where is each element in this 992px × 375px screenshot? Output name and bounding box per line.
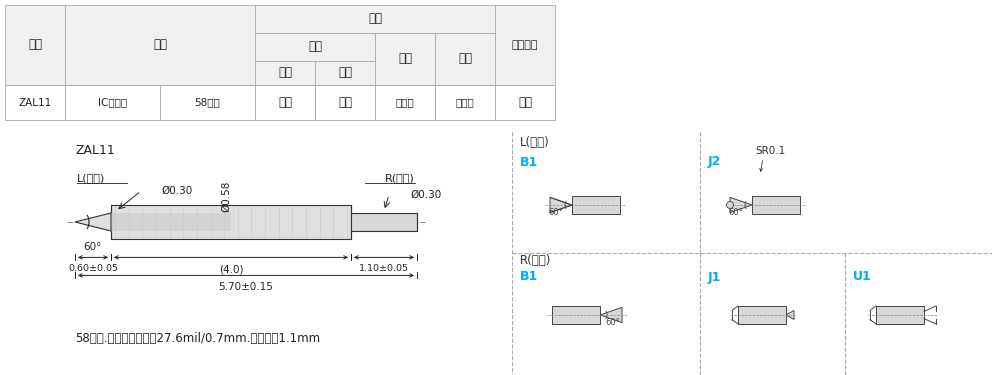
Bar — [5, 5, 65, 85]
Text: Ø0.30: Ø0.30 — [161, 186, 192, 196]
Text: R(右端): R(右端) — [385, 172, 415, 183]
Bar — [552, 306, 600, 324]
Polygon shape — [550, 197, 572, 213]
Bar — [255, 61, 315, 85]
Text: 1.10±0.05: 1.10±0.05 — [359, 264, 409, 273]
Bar — [160, 85, 255, 120]
Text: SR0.1: SR0.1 — [755, 146, 786, 156]
Bar — [495, 85, 555, 120]
Bar — [572, 196, 620, 214]
Text: R(右端): R(右端) — [520, 254, 552, 267]
Text: U1: U1 — [853, 270, 872, 284]
Bar — [111, 213, 231, 231]
Bar — [495, 5, 555, 85]
Bar — [65, 5, 255, 85]
Polygon shape — [600, 308, 622, 322]
Text: L(左端): L(左端) — [77, 172, 105, 183]
Bar — [752, 196, 800, 214]
Text: 铍铜: 铍铜 — [338, 96, 352, 109]
Text: 镀金: 镀金 — [518, 96, 532, 109]
Text: 铍铜: 铍铜 — [278, 96, 292, 109]
Text: 58系列.最小安装中心距27.6mil/0.7mm.最大行程1.1mm: 58系列.最小安装中心距27.6mil/0.7mm.最大行程1.1mm — [75, 332, 320, 345]
Text: 磷青铜: 磷青铜 — [396, 98, 415, 108]
Text: B1: B1 — [520, 270, 539, 284]
Circle shape — [726, 201, 733, 208]
Text: IC测试用: IC测试用 — [98, 98, 127, 108]
Bar — [111, 205, 351, 239]
Bar — [738, 306, 786, 324]
Bar — [255, 85, 315, 120]
Text: B1: B1 — [520, 156, 539, 168]
Text: 材质: 材质 — [368, 12, 382, 26]
Bar — [315, 85, 375, 120]
Polygon shape — [75, 213, 111, 231]
Text: 60°: 60° — [83, 242, 101, 252]
Text: 60°: 60° — [548, 208, 562, 217]
Text: J1: J1 — [708, 270, 721, 284]
Text: 弹簧: 弹簧 — [458, 53, 472, 66]
Polygon shape — [730, 197, 752, 213]
Text: 5.70±0.15: 5.70±0.15 — [218, 282, 274, 292]
Bar — [876, 306, 924, 324]
Bar — [255, 33, 375, 61]
Bar — [435, 85, 495, 120]
Text: ZAL11: ZAL11 — [19, 98, 52, 108]
Text: J2: J2 — [708, 156, 721, 168]
Text: 0.60±0.05: 0.60±0.05 — [68, 264, 118, 273]
Text: 相当: 相当 — [338, 66, 352, 80]
Polygon shape — [786, 310, 794, 320]
Text: ZAL11: ZAL11 — [75, 144, 115, 156]
Text: (4.0): (4.0) — [219, 264, 243, 274]
Text: 58系列: 58系列 — [194, 98, 220, 108]
Text: 代码: 代码 — [28, 39, 42, 51]
Text: Ø0.30: Ø0.30 — [410, 190, 441, 200]
Bar — [65, 85, 160, 120]
Bar — [351, 213, 417, 231]
Text: L(左端): L(左端) — [520, 136, 550, 150]
Bar — [435, 33, 495, 85]
Bar — [375, 85, 435, 120]
Text: 针轴: 针轴 — [308, 40, 322, 54]
Text: 60°: 60° — [728, 208, 743, 217]
Bar — [5, 85, 65, 120]
Text: 类型: 类型 — [153, 39, 167, 51]
Text: Ø0.58: Ø0.58 — [221, 181, 231, 212]
Bar — [255, 5, 495, 33]
Text: 60°: 60° — [605, 318, 620, 327]
Text: 内管: 内管 — [398, 53, 412, 66]
Text: 国标: 国标 — [278, 66, 292, 80]
Text: 表面处理: 表面处理 — [512, 40, 539, 50]
Bar — [375, 33, 435, 85]
Text: 琴锈钢: 琴锈钢 — [455, 98, 474, 108]
Bar — [315, 61, 375, 85]
